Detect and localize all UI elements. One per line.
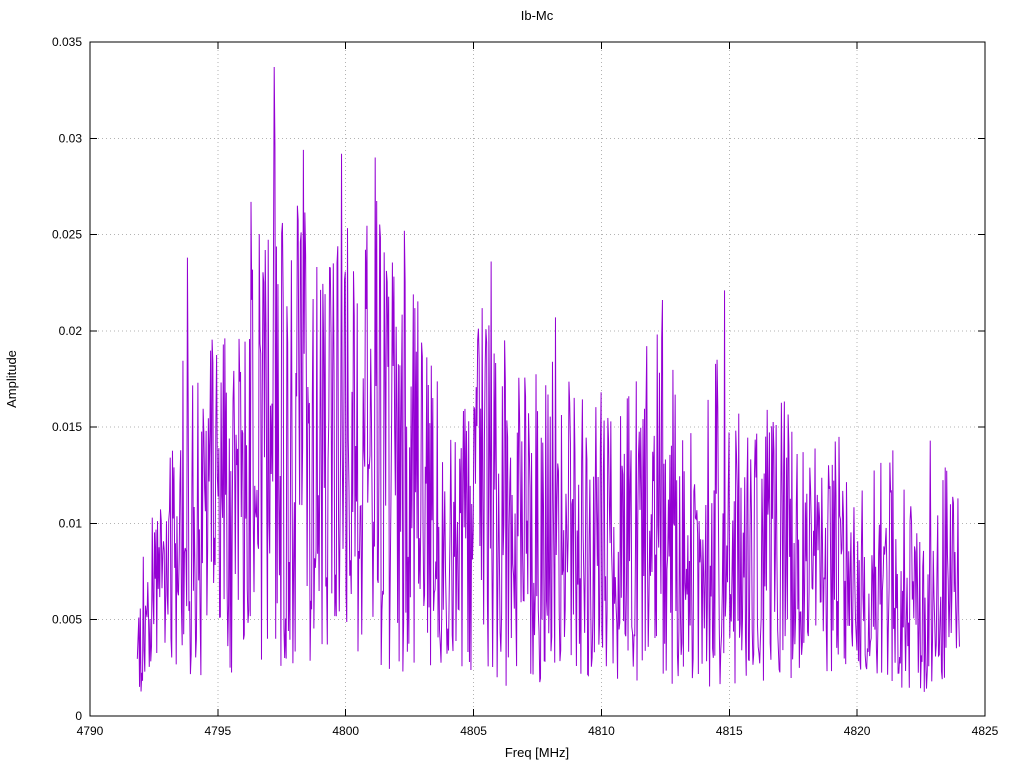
y-tick-label: 0.035 bbox=[52, 35, 82, 49]
x-tick-label: 4810 bbox=[588, 724, 615, 738]
x-tick-label: 4825 bbox=[972, 724, 999, 738]
y-axis-label: Amplitude bbox=[4, 350, 19, 408]
chart-title: Ib-Mc bbox=[521, 8, 554, 23]
x-tick-label: 4815 bbox=[716, 724, 743, 738]
x-axis-label: Freq [MHz] bbox=[505, 745, 569, 760]
y-tick-label: 0.01 bbox=[59, 516, 83, 530]
axis-ticks bbox=[89, 41, 986, 717]
y-tick-label: 0.03 bbox=[59, 131, 83, 145]
x-tick-label: 4800 bbox=[332, 724, 359, 738]
tick-labels: 4790 4795 4800 4805 4810 4815 4820 4825 0 0.005 0.… bbox=[52, 35, 999, 738]
y-tick-label: 0.02 bbox=[59, 324, 83, 338]
y-tick-label: 0.025 bbox=[52, 228, 82, 242]
spectrum-trace bbox=[136, 67, 960, 692]
x-tick-label: 4820 bbox=[844, 724, 871, 738]
x-tick-label: 4805 bbox=[460, 724, 487, 738]
y-tick-label: 0.015 bbox=[52, 420, 82, 434]
y-tick-label: 0.005 bbox=[52, 613, 82, 627]
plot-border bbox=[89, 41, 986, 717]
y-tick-label: 0 bbox=[75, 709, 82, 723]
x-tick-label: 4795 bbox=[205, 724, 232, 738]
x-tick-label: 4790 bbox=[77, 724, 104, 738]
